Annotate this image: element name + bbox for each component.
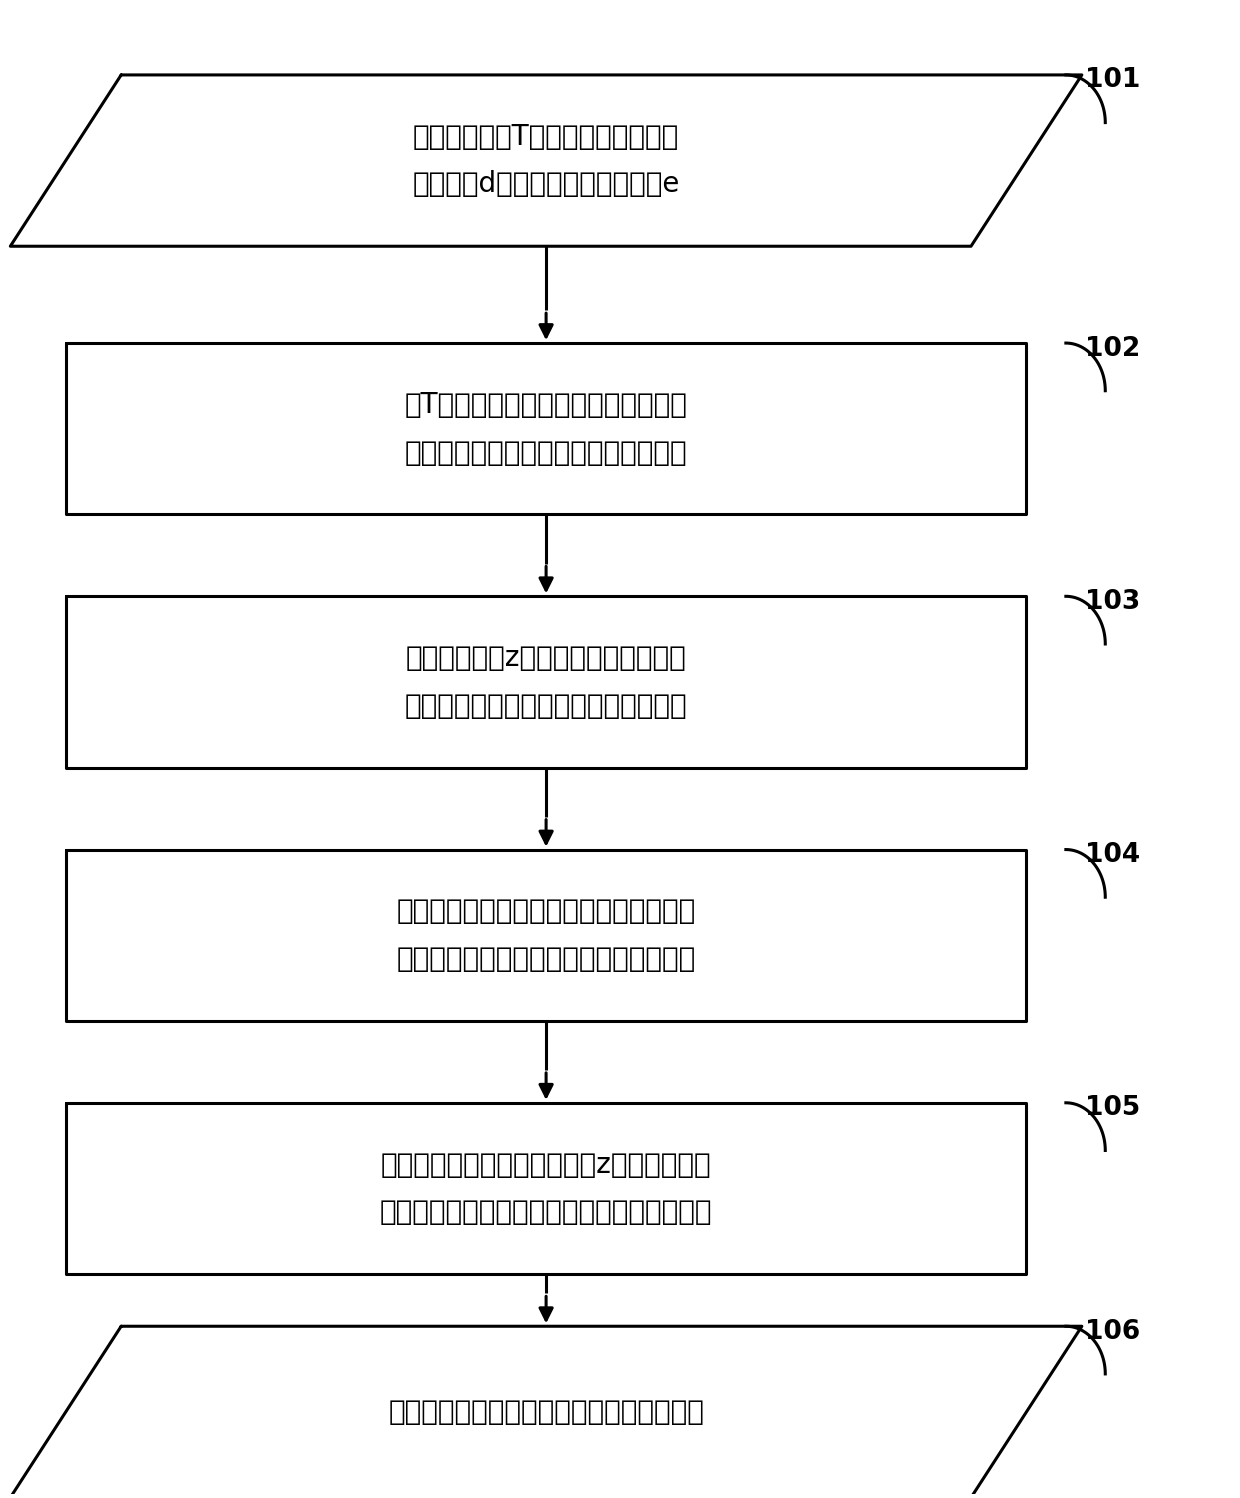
Text: 连接每层追踪得到的切片点，输出切片轮廓: 连接每层追踪得到的切片点，输出切片轮廓	[388, 1398, 704, 1426]
Text: 101: 101	[1085, 67, 1141, 93]
Polygon shape	[66, 343, 1027, 514]
Text: 切片层厚d以及切片数据允许误差e: 切片层厚d以及切片数据允许误差e	[413, 171, 680, 198]
Text: 差的切片初始点沿最速变化方向进行迭代: 差的切片初始点沿最速变化方向进行迭代	[397, 945, 696, 974]
Text: 102: 102	[1085, 336, 1141, 361]
Text: 数网格，计算出对应欧式空间网格坐标: 数网格，计算出对应欧式空间网格坐标	[404, 439, 687, 466]
Text: 以切片初始点为起点，沿曲面z坐标不变方向: 以切片初始点为起点，沿曲面z坐标不变方向	[381, 1150, 712, 1179]
Text: 的欧式空间网格点作为该层切片初始点: 的欧式空间网格点作为该层切片初始点	[404, 692, 687, 721]
Polygon shape	[66, 596, 1027, 767]
Polygon shape	[66, 1103, 1027, 1275]
Text: 输入待处理的T样条曲面模型文件、: 输入待处理的T样条曲面模型文件、	[413, 123, 680, 151]
Text: 103: 103	[1085, 589, 1141, 614]
Text: 106: 106	[1085, 1318, 1141, 1345]
Text: 每层选择一个z坐标最接近当前层高度: 每层选择一个z坐标最接近当前层高度	[405, 644, 687, 673]
Polygon shape	[66, 849, 1027, 1020]
Polygon shape	[10, 75, 1081, 246]
Polygon shape	[10, 1326, 1081, 1498]
Text: 判断切片初始点是否满足精度要求，对超: 判断切片初始点是否满足精度要求，对超	[397, 897, 696, 926]
Text: 105: 105	[1085, 1095, 1141, 1122]
Text: 追踪，对超差追踪点沿最速变化方向进行迭代: 追踪，对超差追踪点沿最速变化方向进行迭代	[379, 1198, 712, 1227]
Text: 在T样条曲面上生成一张均匀分布的参: 在T样条曲面上生成一张均匀分布的参	[404, 391, 687, 419]
Text: 104: 104	[1085, 842, 1141, 869]
